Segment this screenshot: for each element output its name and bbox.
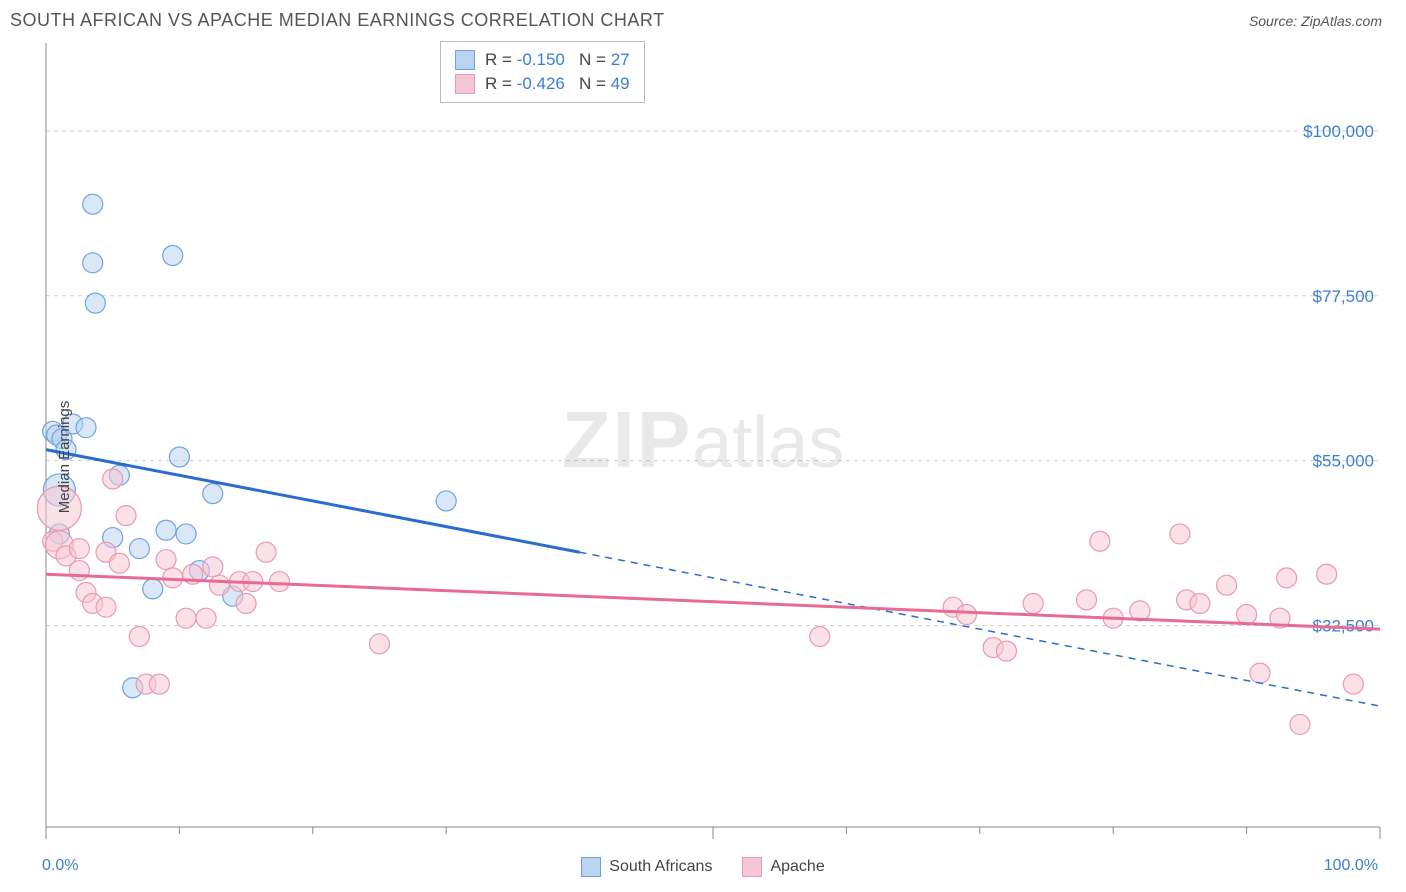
data-point xyxy=(1217,575,1237,595)
data-point xyxy=(436,491,456,511)
correlation-legend: R = -0.150 N = 27R = -0.426 N = 49 xyxy=(440,41,645,103)
chart-area: Median Earnings ZIPatlas $32,500$55,000$… xyxy=(0,37,1406,877)
data-point xyxy=(1317,564,1337,584)
y-axis-label: Median Earnings xyxy=(56,401,73,514)
data-point xyxy=(203,484,223,504)
data-point xyxy=(83,253,103,273)
data-point xyxy=(996,641,1016,661)
legend-swatch xyxy=(742,857,762,877)
data-point xyxy=(956,605,976,625)
data-point xyxy=(176,608,196,628)
data-point xyxy=(176,524,196,544)
x-max-label: 100.0% xyxy=(1324,857,1378,875)
data-point xyxy=(810,626,830,646)
data-point xyxy=(163,245,183,265)
data-point xyxy=(156,550,176,570)
correlation-row: R = -0.426 N = 49 xyxy=(455,72,630,96)
data-point xyxy=(209,575,229,595)
legend-swatch xyxy=(455,50,475,70)
data-point xyxy=(116,506,136,526)
data-point xyxy=(1023,594,1043,614)
scatter-plot: $32,500$55,000$77,500$100,000 xyxy=(0,37,1406,862)
data-point xyxy=(85,293,105,313)
chart-title: SOUTH AFRICAN VS APACHE MEDIAN EARNINGS … xyxy=(10,10,665,31)
y-tick-label: $77,500 xyxy=(1313,287,1374,306)
data-point xyxy=(1277,568,1297,588)
data-point xyxy=(256,542,276,562)
bottom-legend: 0.0% South Africans Apache 100.0% xyxy=(0,857,1406,877)
data-point xyxy=(1250,663,1270,683)
data-point xyxy=(76,418,96,438)
data-point xyxy=(1077,590,1097,610)
data-point xyxy=(156,520,176,540)
legend-label: South Africans xyxy=(609,858,712,876)
data-point xyxy=(203,557,223,577)
data-point xyxy=(1090,531,1110,551)
y-tick-label: $55,000 xyxy=(1313,452,1374,471)
legend-label: Apache xyxy=(770,858,824,876)
data-point xyxy=(129,626,149,646)
data-point xyxy=(143,579,163,599)
data-point xyxy=(129,539,149,559)
y-tick-label: $100,000 xyxy=(1303,122,1374,141)
data-point xyxy=(1190,594,1210,614)
x-min-label: 0.0% xyxy=(42,857,78,875)
data-point xyxy=(1237,605,1257,625)
data-point xyxy=(1343,674,1363,694)
correlation-row: R = -0.150 N = 27 xyxy=(455,48,630,72)
legend-swatch xyxy=(455,74,475,94)
data-point xyxy=(69,561,89,581)
legend-item: Apache xyxy=(742,857,824,877)
data-point xyxy=(109,553,129,573)
data-point xyxy=(96,597,116,617)
legend-item: South Africans xyxy=(581,857,712,877)
data-point xyxy=(69,539,89,559)
data-point xyxy=(370,634,390,654)
data-point xyxy=(149,674,169,694)
data-point xyxy=(1170,524,1190,544)
data-point xyxy=(196,608,216,628)
data-point xyxy=(169,447,189,467)
data-point xyxy=(1290,714,1310,734)
legend-swatch xyxy=(581,857,601,877)
data-point xyxy=(83,194,103,214)
source-label: Source: ZipAtlas.com xyxy=(1249,13,1382,29)
data-point xyxy=(103,469,123,489)
data-point xyxy=(269,572,289,592)
data-point xyxy=(236,594,256,614)
